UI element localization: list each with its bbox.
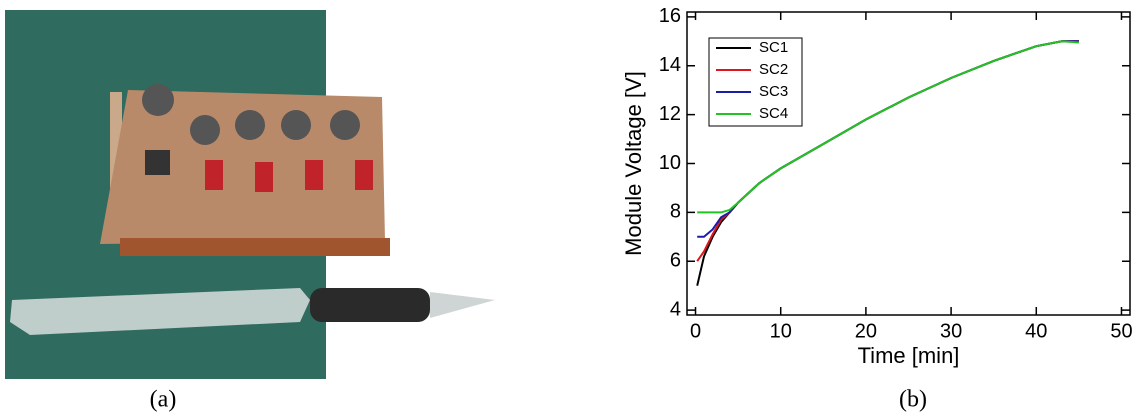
inductor <box>330 110 360 140</box>
y-axis-label: Module Voltage [V] <box>621 71 646 256</box>
chip <box>145 150 170 175</box>
x-tick-label: 40 <box>1025 320 1047 342</box>
inductor <box>142 84 174 116</box>
series-line <box>697 40 1079 214</box>
caption: (b) <box>899 387 927 413</box>
legend-label: SC2 <box>759 61 788 78</box>
y-tick-label: 12 <box>659 103 681 125</box>
y-tick-label: 10 <box>659 152 681 174</box>
x-tick-label: 20 <box>855 320 877 342</box>
inductor <box>235 110 265 140</box>
inductor <box>281 110 311 140</box>
y-tick-label: 16 <box>659 5 681 27</box>
component <box>305 160 323 190</box>
pen-body <box>10 288 310 335</box>
caption: (a) <box>150 387 177 413</box>
x-axis-label: Time [min] <box>858 343 960 368</box>
component <box>205 160 223 190</box>
y-tick-label: 8 <box>670 201 681 223</box>
x-tick-label: 10 <box>770 320 792 342</box>
board-connectors <box>120 238 390 256</box>
x-tick-label: 30 <box>940 320 962 342</box>
legend-label: SC4 <box>759 105 788 122</box>
y-tick-label: 6 <box>670 250 681 272</box>
pen-tip <box>430 292 495 318</box>
legend-label: SC1 <box>759 39 788 56</box>
component <box>255 162 273 192</box>
y-tick-label: 4 <box>670 298 681 320</box>
pen-grip <box>310 288 430 322</box>
y-tick-label: 14 <box>659 54 681 76</box>
x-tick-label: 0 <box>690 320 701 342</box>
x-tick-label: 50 <box>1110 320 1132 342</box>
inductor <box>190 115 220 145</box>
circuit-board <box>100 90 385 244</box>
photo: (a) <box>5 10 495 413</box>
legend-label: SC3 <box>759 83 788 100</box>
legend-box <box>708 37 803 127</box>
component <box>355 160 373 190</box>
